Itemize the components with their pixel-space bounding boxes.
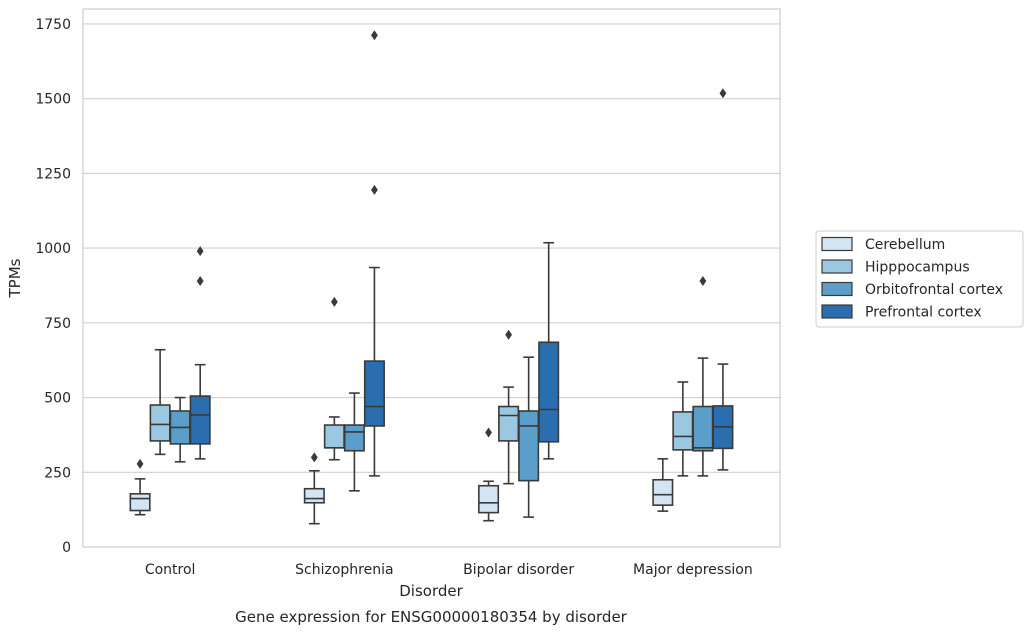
box-hipppocampus-0 <box>149 348 171 456</box>
outlier-point <box>505 329 513 340</box>
legend-label: Hipppocampus <box>865 260 970 276</box>
box-body <box>149 404 171 442</box>
y-tick-label: 1750 <box>35 17 71 33</box>
box-body <box>498 405 520 442</box>
chart-caption: Gene expression for ENSG00000180354 by d… <box>235 608 628 626</box>
y-axis-ticks: 0 250 500 750 1000 1250 1500 1750 <box>35 17 71 556</box>
legend-label: Orbitofrontal cortex <box>865 282 1003 298</box>
box-hipppocampus-2 <box>498 329 520 485</box>
legend-swatch <box>821 281 853 297</box>
box-body <box>189 395 211 445</box>
y-tick-label: 0 <box>62 540 71 556</box>
box-hipppocampus-1 <box>323 296 345 461</box>
outlier-point <box>371 184 378 195</box>
box-body <box>323 424 345 449</box>
x-tick-label: Control <box>145 562 196 578</box>
outlier-point <box>310 452 318 463</box>
box-cerebellum-3 <box>652 458 674 512</box>
box-body <box>478 484 500 514</box>
x-tick-label: Major depression <box>633 562 753 578</box>
y-tick-label: 750 <box>44 316 71 332</box>
x-axis-ticks: Control Schizophrenia Bipolar disorder Majo… <box>145 562 753 578</box>
outlier-point <box>196 275 204 286</box>
box-body <box>692 405 714 452</box>
legend-frame <box>815 230 1024 328</box>
box-cerebellum-0 <box>129 458 151 516</box>
legend-swatch <box>821 259 853 274</box>
box-orbitofrontal-cortex-0 <box>169 396 191 463</box>
x-axis-label: Disorder <box>399 582 463 600</box>
box-orbitofrontal-cortex-1 <box>343 392 365 492</box>
box-orbitofrontal-cortex-2 <box>518 356 540 518</box>
plot-area-frame <box>82 8 781 548</box>
x-tick-label: Bipolar disorder <box>463 562 574 578</box>
outlier-point <box>371 30 378 41</box>
box-body <box>303 487 325 504</box>
legend-swatch <box>821 304 853 319</box>
y-tick-label: 1000 <box>35 241 71 257</box>
box-body <box>672 411 694 451</box>
y-tick-label: 1500 <box>35 92 71 108</box>
legend-label: Cerebellum <box>865 237 945 253</box>
grid-lines <box>83 23 780 548</box>
legend: Cerebellum Hipppocampus Orbitofrontal cort… <box>815 230 1024 328</box>
box-body <box>343 424 365 452</box>
box-body <box>538 341 560 443</box>
box-cerebellum-1 <box>303 452 325 525</box>
y-axis-label: TPMs <box>6 258 24 298</box>
outlier-point <box>196 246 204 257</box>
box-plot-marks <box>129 30 734 525</box>
box-prefrontal-cortex-1 <box>363 30 385 477</box>
box-orbitofrontal-cortex-3 <box>692 275 714 477</box>
outlier-point <box>699 275 707 286</box>
box-body <box>363 360 385 427</box>
x-tick-label: Schizophrenia <box>295 562 393 578</box>
y-tick-label: 500 <box>44 391 71 407</box>
outlier-point <box>485 427 492 438</box>
outlier-point <box>136 458 144 469</box>
box-prefrontal-cortex-3 <box>712 88 734 471</box>
box-hipppocampus-3 <box>672 381 694 477</box>
box-prefrontal-cortex-0 <box>189 246 211 460</box>
y-tick-label: 1250 <box>35 166 71 182</box>
box-body <box>129 492 151 512</box>
box-cerebellum-2 <box>478 427 500 522</box>
legend-label: Prefrontal cortex <box>865 305 982 321</box>
outlier-point <box>719 88 727 99</box>
box-body <box>518 410 540 482</box>
outlier-point <box>330 296 338 307</box>
legend-swatch <box>821 236 853 252</box>
y-tick-label: 250 <box>44 465 71 481</box>
box-body <box>652 478 674 506</box>
box-prefrontal-cortex-2 <box>538 241 560 460</box>
